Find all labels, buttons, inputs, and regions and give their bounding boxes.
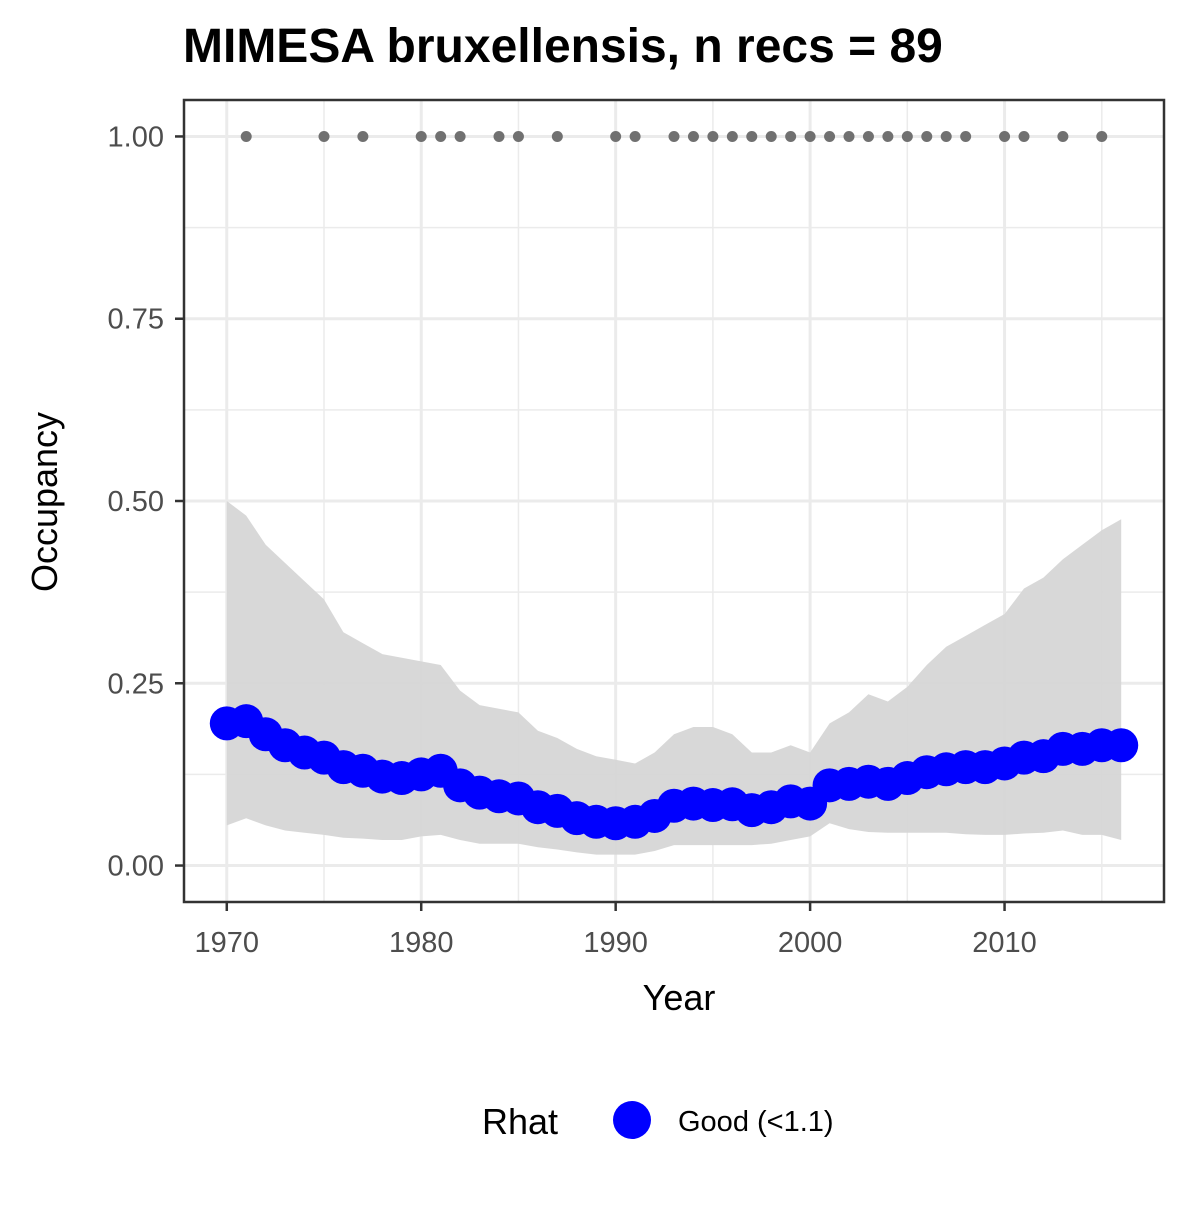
legend: Rhat Good (<1.1): [482, 1101, 834, 1142]
record-point: [843, 130, 855, 142]
y-tick-label: 0.75: [108, 304, 164, 336]
y-tick-label: 0.25: [108, 668, 164, 700]
record-point: [415, 130, 427, 142]
y-axis-title: Occupancy: [24, 412, 65, 592]
record-point: [804, 130, 816, 142]
x-tick-label: 1980: [389, 927, 454, 959]
record-point: [610, 130, 622, 142]
record-point: [512, 130, 524, 142]
record-point: [824, 130, 836, 142]
record-point: [999, 130, 1011, 142]
x-tick-label: 2000: [778, 927, 843, 959]
x-tick-label: 1990: [583, 927, 648, 959]
record-point: [726, 130, 738, 142]
record-point: [1096, 130, 1108, 142]
record-point: [1018, 130, 1030, 142]
record-point: [707, 130, 719, 142]
x-tick-label: 2010: [972, 927, 1037, 959]
plot-panel: 1970 1980 1990 2000 2010 0.00 0.25 0.50 0.75 1.00: [108, 98, 1166, 959]
record-point: [240, 130, 252, 142]
record-point: [862, 130, 874, 142]
record-point: [921, 130, 933, 142]
y-tick-label: 0.50: [108, 486, 164, 518]
record-point: [687, 130, 699, 142]
record-point: [960, 130, 972, 142]
record-point: [493, 130, 505, 142]
record-point: [901, 130, 913, 142]
record-point: [882, 130, 894, 142]
record-point: [940, 130, 952, 142]
record-point: [318, 130, 330, 142]
y-tick-label: 1.00: [108, 121, 164, 153]
x-tick-label: 1970: [195, 927, 260, 959]
chart-title: MIMESA bruxellensis, n recs = 89: [183, 20, 943, 73]
legend-key-good: [613, 1101, 651, 1139]
record-point: [435, 130, 447, 142]
record-point: [1057, 130, 1069, 142]
record-point: [357, 130, 369, 142]
record-point: [629, 130, 641, 142]
estimate-point: [1104, 728, 1139, 763]
record-point: [785, 130, 797, 142]
x-axis-title: Year: [643, 977, 716, 1018]
legend-label-good: Good (<1.1): [678, 1106, 834, 1138]
y-tick-label: 0.00: [108, 851, 164, 883]
record-point: [668, 130, 680, 142]
record-point: [454, 130, 466, 142]
record-point: [746, 130, 758, 142]
record-point: [551, 130, 563, 142]
record-point: [765, 130, 777, 142]
legend-title: Rhat: [482, 1101, 558, 1142]
